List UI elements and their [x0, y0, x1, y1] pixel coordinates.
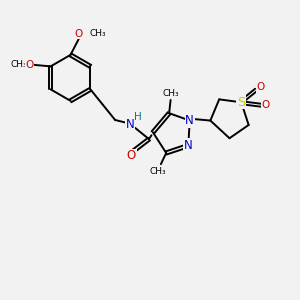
Text: O: O: [256, 82, 265, 92]
Text: O: O: [127, 149, 136, 162]
Text: CH₃: CH₃: [162, 89, 179, 98]
Text: H: H: [134, 112, 142, 122]
Text: N: N: [125, 118, 134, 131]
Text: O: O: [75, 29, 83, 39]
Text: S: S: [237, 96, 245, 109]
Text: N: N: [185, 114, 194, 127]
Text: O: O: [262, 100, 270, 110]
Text: N: N: [184, 139, 193, 152]
Text: CH₃: CH₃: [89, 29, 106, 38]
Text: CH₃: CH₃: [11, 60, 27, 69]
Text: CH₃: CH₃: [149, 167, 166, 176]
Text: O: O: [25, 60, 34, 70]
